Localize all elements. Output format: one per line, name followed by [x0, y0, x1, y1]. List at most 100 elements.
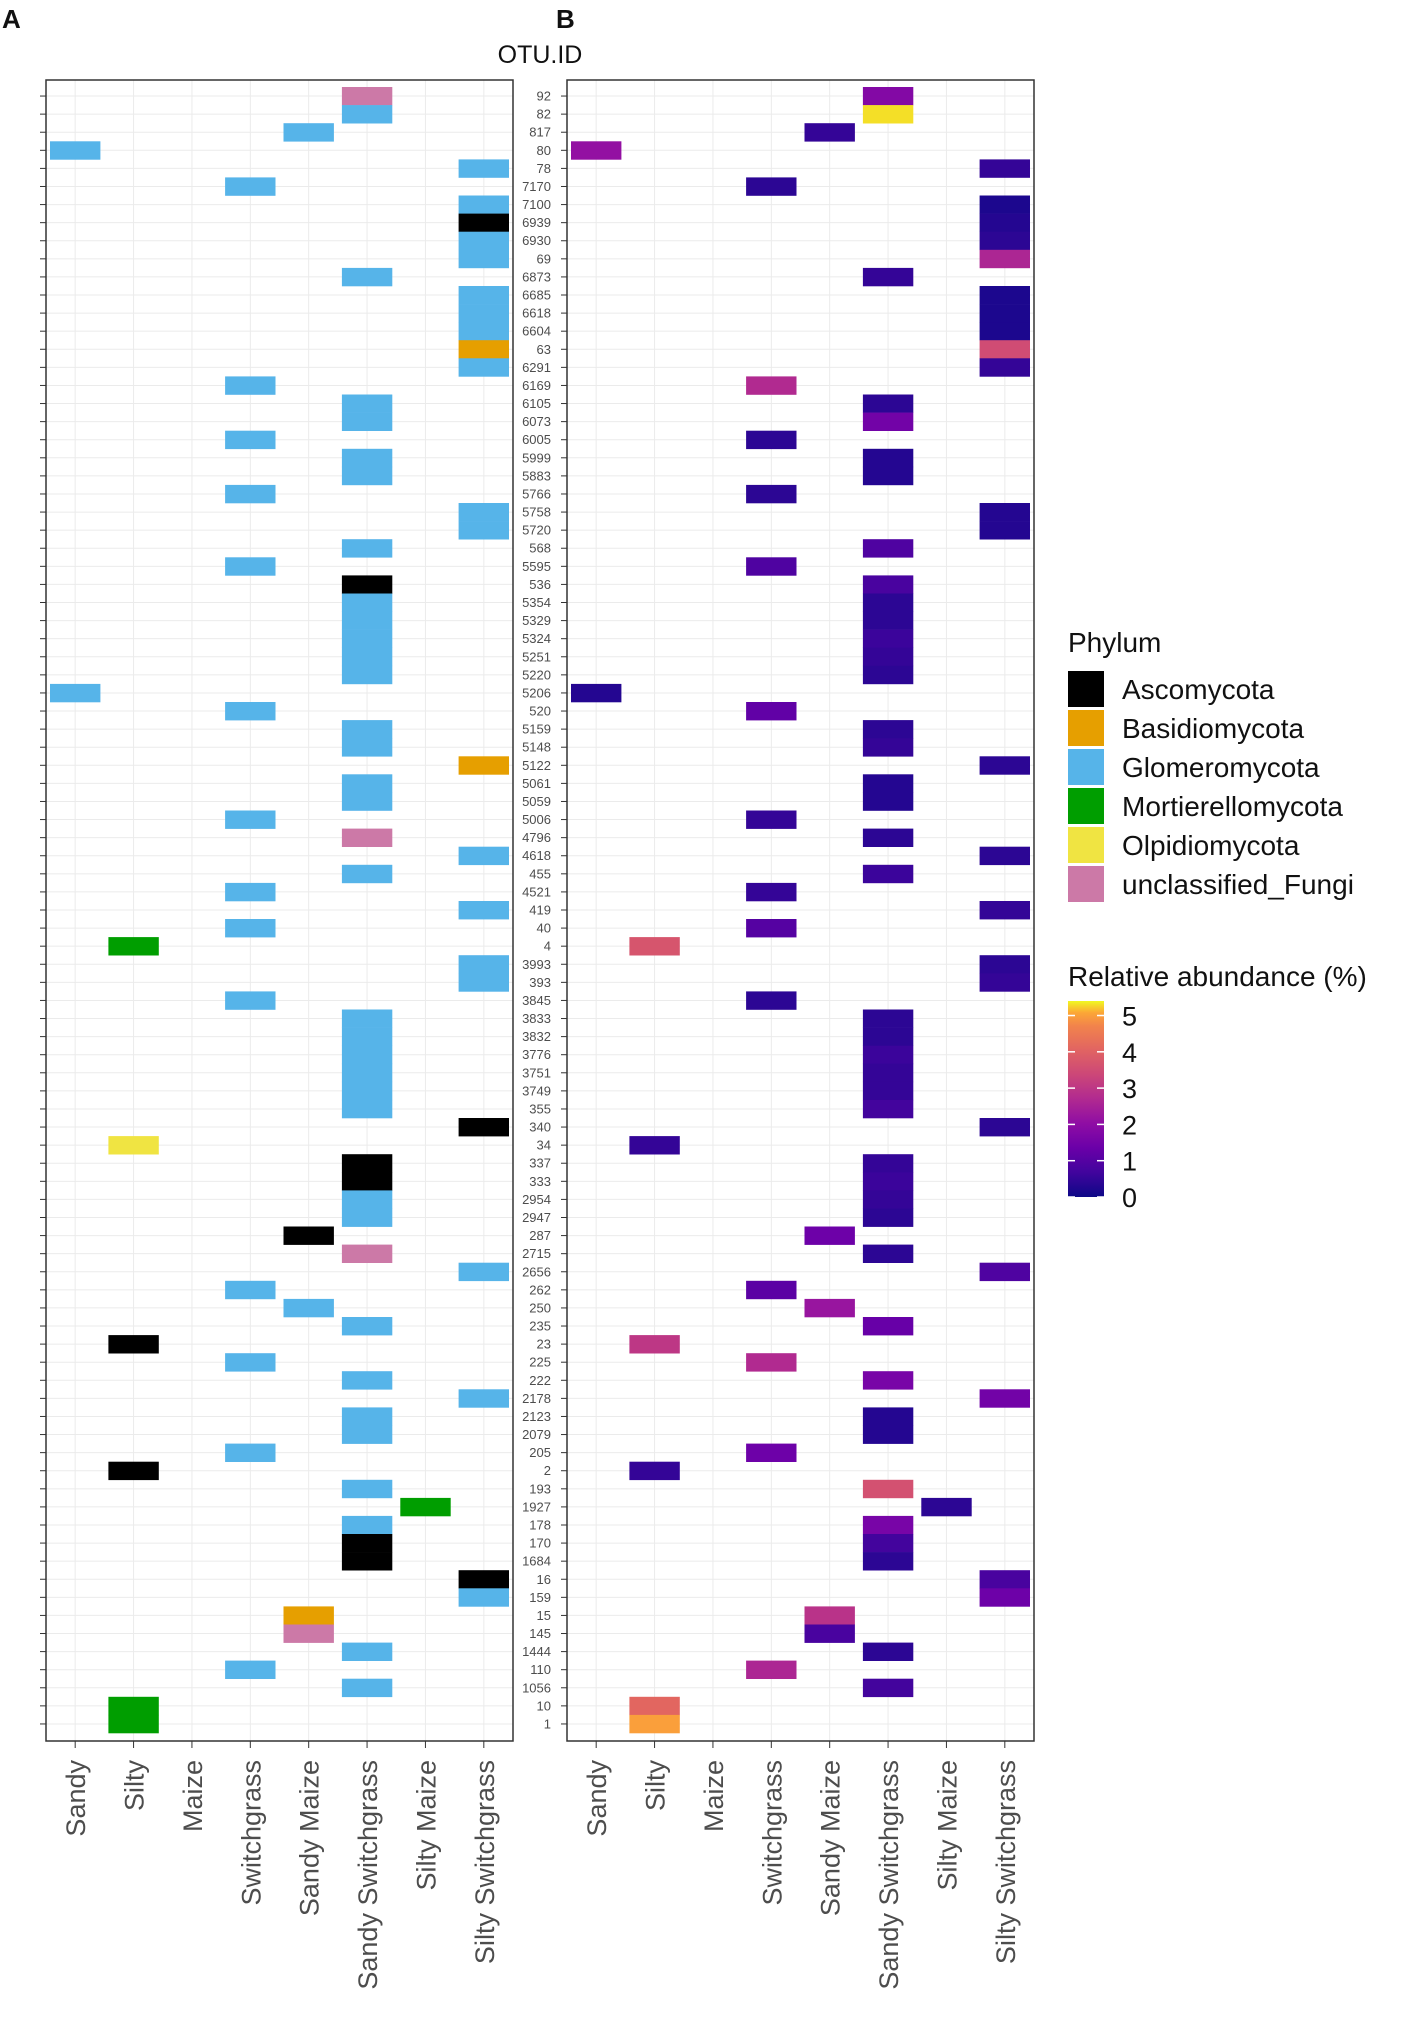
cell-a-otu-159-silty-switchgrass — [458, 1588, 509, 1607]
cell-a-otu-568-sandy-switchgrass — [341, 539, 393, 558]
x-label-b-sandy: Sandy — [582, 1760, 612, 1837]
y-label-otu-455: 455 — [529, 866, 551, 881]
colorbar-label-0: 0 — [1122, 1183, 1137, 1213]
y-label-otu-3833: 3833 — [522, 1011, 551, 1026]
cell-b-otu-3832-sandy-switchgrass — [862, 1027, 914, 1046]
cell-b-otu-10-silty — [629, 1696, 680, 1716]
cell-b-otu-225-switchgrass — [746, 1353, 797, 1372]
y-label-otu-5758: 5758 — [522, 505, 551, 520]
cell-b-otu-1-silty — [629, 1714, 680, 1734]
x-label-b-sandy-switchgrass: Sandy Switchgrass — [874, 1760, 904, 1990]
cell-b-otu-6873-sandy-switchgrass — [862, 267, 914, 287]
cell-b-otu-5720-silty-switchgrass — [979, 521, 1030, 540]
cell-a-otu-3776-sandy-switchgrass — [341, 1045, 393, 1065]
y-label-otu-6169: 6169 — [522, 378, 551, 393]
cell-b-otu-5354-sandy-switchgrass — [862, 593, 914, 612]
cell-a-otu-3751-sandy-switchgrass — [341, 1063, 393, 1083]
legend: Phylum Ascomycota Basidiomycota Glomeromyc… — [1068, 627, 1367, 1213]
y-label-otu-6291: 6291 — [522, 360, 551, 375]
x-label-a-sandy-switchgrass: Sandy Switchgrass — [353, 1760, 383, 1990]
cell-b-otu-63-silty-switchgrass — [979, 340, 1030, 359]
y-label-otu-4618: 4618 — [522, 848, 551, 863]
cell-b-otu-1444-sandy-switchgrass — [862, 1642, 914, 1661]
phylum-legend-items: Ascomycota Basidiomycota Glomeromycota Mort… — [1068, 671, 1354, 902]
cell-a-otu-1684-sandy-switchgrass — [341, 1552, 393, 1571]
cell-b-otu-5148-sandy-switchgrass — [862, 738, 914, 757]
panel-a-y-ticks — [40, 95, 46, 1725]
cell-b-otu-5329-sandy-switchgrass — [862, 611, 914, 630]
cell-b-otu-110-switchgrass — [746, 1660, 797, 1679]
y-label-otu-6073: 6073 — [522, 414, 551, 429]
y-label-otu-5206: 5206 — [522, 685, 551, 700]
cell-a-otu-178-sandy-switchgrass — [341, 1515, 393, 1535]
legend-label-unclassified-fungi: unclassified_Fungi — [1122, 869, 1354, 900]
colorbar-ticks: 5 4 3 2 1 0 — [1068, 1002, 1137, 1213]
cell-b-otu-520-switchgrass — [746, 702, 797, 721]
y-label-otu-5720: 5720 — [522, 523, 551, 538]
y-label-otu-333: 333 — [529, 1174, 551, 1189]
y-label-otu-78: 78 — [537, 161, 551, 176]
cell-b-otu-1927-silty-maize — [921, 1497, 972, 1517]
cell-a-otu-333-sandy-switchgrass — [341, 1172, 393, 1191]
cell-a-otu-2947-sandy-switchgrass — [341, 1208, 393, 1227]
cell-a-otu-5206-sandy — [50, 683, 101, 703]
cell-b-otu-2656-silty-switchgrass — [979, 1262, 1030, 1282]
cell-b-otu-5251-sandy-switchgrass — [862, 647, 914, 667]
cell-a-otu-7100-silty-switchgrass — [458, 195, 509, 214]
cell-a-otu-6073-sandy-switchgrass — [341, 412, 393, 431]
cell-a-otu-15-sandy-maize — [283, 1606, 334, 1625]
cell-b-otu-3776-sandy-switchgrass — [862, 1045, 914, 1065]
x-label-b-silty: Silty — [641, 1760, 671, 1812]
y-label-otu-5354: 5354 — [522, 595, 551, 610]
cell-b-otu-5758-silty-switchgrass — [979, 503, 1030, 522]
x-label-a-maize: Maize — [178, 1760, 208, 1832]
y-label-otu-5251: 5251 — [522, 649, 551, 664]
cell-b-otu-6073-sandy-switchgrass — [862, 412, 914, 431]
y-label-otu-3832: 3832 — [522, 1029, 551, 1044]
x-label-b-silty-maize: Silty Maize — [932, 1760, 962, 1891]
cell-a-otu-6685-silty-switchgrass — [458, 286, 509, 305]
cell-a-otu-2656-silty-switchgrass — [458, 1262, 509, 1282]
cell-a-otu-193-sandy-switchgrass — [341, 1479, 393, 1499]
y-label-otu-6005: 6005 — [522, 432, 551, 447]
cell-a-otu-3845-switchgrass — [225, 991, 276, 1010]
cell-a-otu-5766-switchgrass — [225, 484, 276, 504]
colorbar-label-4: 4 — [1122, 1038, 1137, 1068]
panel-b-background — [567, 80, 1034, 1741]
cell-a-otu-92-sandy-switchgrass — [341, 87, 393, 106]
cell-a-otu-63-silty-switchgrass — [458, 340, 509, 359]
cell-b-otu-222-sandy-switchgrass — [862, 1371, 914, 1390]
cell-b-otu-6618-silty-switchgrass — [979, 304, 1030, 323]
cell-a-otu-6005-switchgrass — [225, 430, 276, 450]
y-label-otu-287: 287 — [529, 1228, 551, 1243]
legend-label-olpidiomycota: Olpidiomycota — [1122, 830, 1300, 861]
cell-a-otu-7170-switchgrass — [225, 177, 276, 196]
y-label-otu-63: 63 — [537, 342, 551, 357]
cell-a-otu-355-sandy-switchgrass — [341, 1099, 393, 1119]
cell-b-otu-2954-sandy-switchgrass — [862, 1190, 914, 1209]
y-label-otu-5220: 5220 — [522, 667, 551, 682]
cell-b-otu-5220-sandy-switchgrass — [862, 665, 914, 685]
cell-b-otu-5206-sandy — [571, 683, 622, 703]
panel-a-background — [46, 80, 513, 1741]
cell-b-otu-337-sandy-switchgrass — [862, 1154, 914, 1173]
cell-b-otu-1684-sandy-switchgrass — [862, 1552, 914, 1571]
cell-a-otu-520-switchgrass — [225, 702, 276, 721]
cell-b-otu-455-sandy-switchgrass — [862, 864, 914, 884]
y-label-otu-2947: 2947 — [522, 1210, 551, 1225]
cell-a-otu-5159-sandy-switchgrass — [341, 720, 393, 739]
y-label-otu-193: 193 — [529, 1481, 551, 1496]
cell-a-otu-5006-switchgrass — [225, 810, 276, 829]
cell-a-otu-4618-silty-switchgrass — [458, 846, 509, 866]
cell-a-otu-3993-silty-switchgrass — [458, 955, 509, 974]
y-label-otu-5329: 5329 — [522, 613, 551, 628]
cell-a-otu-5324-sandy-switchgrass — [341, 629, 393, 648]
cell-a-otu-337-sandy-switchgrass — [341, 1154, 393, 1173]
legend-key-basidiomycota — [1068, 710, 1104, 746]
cell-b-otu-2-silty — [629, 1461, 680, 1481]
cell-b-otu-82-sandy-switchgrass — [862, 105, 914, 124]
y-label-otu-5159: 5159 — [522, 722, 551, 737]
y-label-otu-6604: 6604 — [522, 324, 551, 339]
cell-a-otu-6939-silty-switchgrass — [458, 213, 509, 232]
y-label-otu-6939: 6939 — [522, 215, 551, 230]
